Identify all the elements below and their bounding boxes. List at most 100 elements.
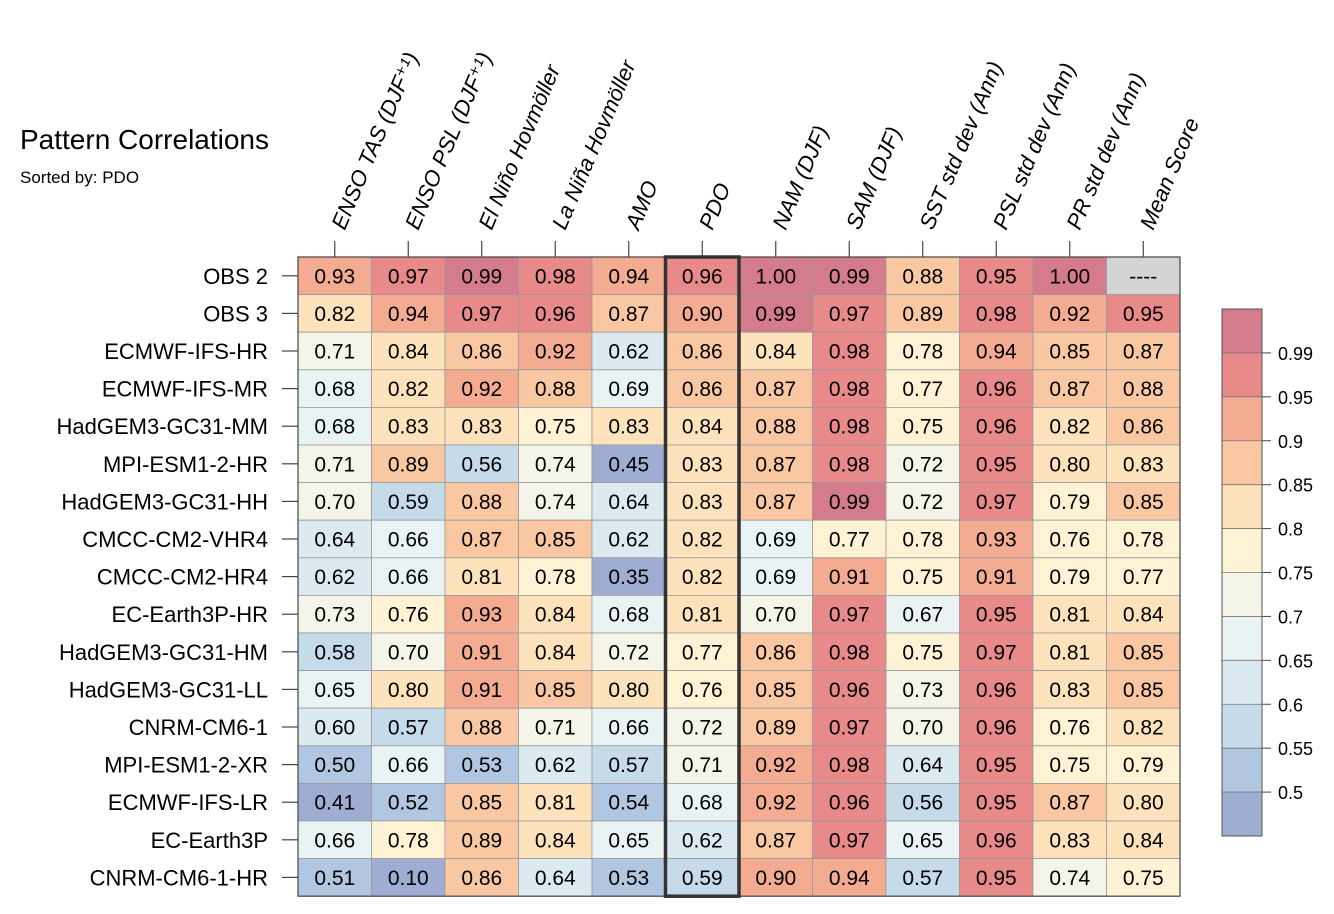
heatmap-cell — [518, 745, 593, 784]
cell-value-label: 0.88 — [461, 717, 502, 740]
cell-value-label: 0.84 — [1123, 829, 1164, 852]
cell-value-label: 0.96 — [829, 679, 870, 702]
cell-value-label: 0.94 — [976, 341, 1017, 364]
heatmap-cell — [444, 557, 519, 596]
heatmap-cell — [665, 820, 740, 859]
column-label: Mean Score — [1135, 114, 1204, 233]
heatmap-cell — [665, 557, 740, 596]
heatmap-cell — [518, 519, 593, 559]
cell-value-label: 0.69 — [755, 566, 796, 589]
cell-value-label: 0.71 — [314, 453, 355, 476]
cell-value-label: 0.97 — [829, 829, 870, 852]
colorbar-segment — [1222, 704, 1262, 749]
cell-value-label: 0.64 — [314, 529, 355, 552]
cell-value-label: 0.89 — [388, 453, 429, 476]
cell-value-label: 0.82 — [682, 529, 723, 552]
heatmap-cell — [518, 482, 593, 521]
colorbar-segment — [1222, 572, 1262, 617]
heatmap-cell — [738, 820, 813, 859]
row-label: MPI-ESM1-2-XR — [104, 753, 268, 778]
heatmap-cell — [959, 406, 1034, 446]
cell-value-label: 0.84 — [535, 829, 576, 852]
cell-value-label: 0.97 — [461, 303, 502, 326]
cell-value-label: 0.73 — [902, 679, 943, 702]
row-label: OBS 3 — [203, 301, 268, 326]
cell-value-label: 0.76 — [1049, 717, 1090, 740]
cell-value-label: 0.77 — [1123, 566, 1164, 589]
cell-value-label: 0.92 — [755, 754, 796, 777]
cell-value-label: 0.69 — [755, 529, 796, 552]
heatmap-cell — [444, 294, 519, 333]
heatmap-cell — [591, 444, 666, 483]
cell-value-label: 0.87 — [608, 303, 649, 326]
column-label: SST std dev (Ann) — [914, 58, 1007, 233]
cell-value-label: 0.91 — [461, 679, 502, 702]
cell-value-label: 0.57 — [902, 867, 943, 890]
cell-value-label: 0.87 — [461, 529, 502, 552]
heatmap-cell — [959, 369, 1034, 408]
cell-value-label: 0.82 — [388, 378, 429, 401]
cell-value-label: 0.84 — [535, 604, 576, 627]
cell-value-label: 0.50 — [314, 754, 355, 777]
heatmap-cell — [959, 707, 1034, 747]
heatmap-cell — [444, 745, 519, 784]
cell-value-label: 0.85 — [461, 792, 502, 815]
heatmap-cell — [885, 519, 960, 559]
cell-value-label: 0.52 — [388, 792, 429, 815]
cell-value-label: 0.98 — [829, 641, 870, 664]
heatmap-cell — [371, 294, 446, 333]
heatmap-cell — [959, 745, 1034, 784]
heatmap-cell — [885, 406, 960, 446]
cell-value-label: 0.53 — [608, 867, 649, 890]
cell-value-label: 0.66 — [388, 529, 429, 552]
cell-value-label: 0.91 — [976, 566, 1017, 589]
cell-value-label: 0.71 — [535, 717, 576, 740]
heatmap-cell — [591, 820, 666, 859]
column-label: AMO — [620, 177, 663, 235]
cell-value-label: 0.83 — [461, 416, 502, 439]
cell-value-label: 0.95 — [976, 453, 1017, 476]
colorbar-tick-label: 0.7 — [1278, 607, 1303, 627]
cell-value-label: 0.76 — [682, 679, 723, 702]
heatmap-cell — [371, 557, 446, 596]
cell-value-label: 0.87 — [755, 378, 796, 401]
heatmap-cell — [1032, 632, 1107, 671]
cell-value-label: 0.95 — [976, 867, 1017, 890]
cell-value-label: 0.84 — [535, 641, 576, 664]
row-label: ECMWF-IFS-HR — [104, 339, 268, 364]
row-label: MPI-ESM1-2-HR — [103, 452, 268, 477]
cell-value-label: 0.86 — [461, 341, 502, 364]
cell-value-label: 0.95 — [1123, 303, 1164, 326]
cell-value-label: 0.64 — [902, 754, 943, 777]
column-label: El Niño Hovmöller — [473, 60, 565, 233]
heatmap-cell — [518, 444, 593, 483]
heatmap-cell — [738, 294, 813, 333]
cell-value-label: 0.62 — [682, 829, 723, 852]
cell-value-label: 0.85 — [535, 529, 576, 552]
cell-value-label: 0.97 — [976, 641, 1017, 664]
heatmap-cell — [959, 294, 1034, 333]
cell-value-label: 0.98 — [829, 453, 870, 476]
colorbar-tick-label: 0.55 — [1278, 739, 1313, 759]
heatmap-cell — [297, 444, 372, 483]
cell-value-label: 0.78 — [902, 529, 943, 552]
cell-value-label: 0.62 — [535, 754, 576, 777]
heatmap-cell — [1106, 482, 1181, 521]
chart-title: Pattern Correlations — [20, 124, 270, 155]
cell-value-label: 0.97 — [829, 717, 870, 740]
cell-value-label: 0.81 — [1049, 641, 1090, 664]
cell-value-label: 0.75 — [902, 566, 943, 589]
heatmap-cell — [297, 670, 372, 709]
cell-value-label: 0.96 — [976, 717, 1017, 740]
cell-value-label: 0.10 — [388, 867, 429, 890]
heatmap-cell — [665, 294, 740, 333]
heatmap-cell — [885, 444, 960, 483]
colorbar-segment — [1222, 792, 1262, 837]
heatmap-cell — [812, 783, 887, 822]
heatmap-cell — [1106, 519, 1181, 559]
cell-value-label: 0.88 — [461, 491, 502, 514]
cell-value-label: 0.96 — [976, 829, 1017, 852]
heatmap-cell — [885, 670, 960, 709]
cell-value-label: 0.70 — [388, 641, 429, 664]
cell-value-label: 0.64 — [608, 491, 649, 514]
